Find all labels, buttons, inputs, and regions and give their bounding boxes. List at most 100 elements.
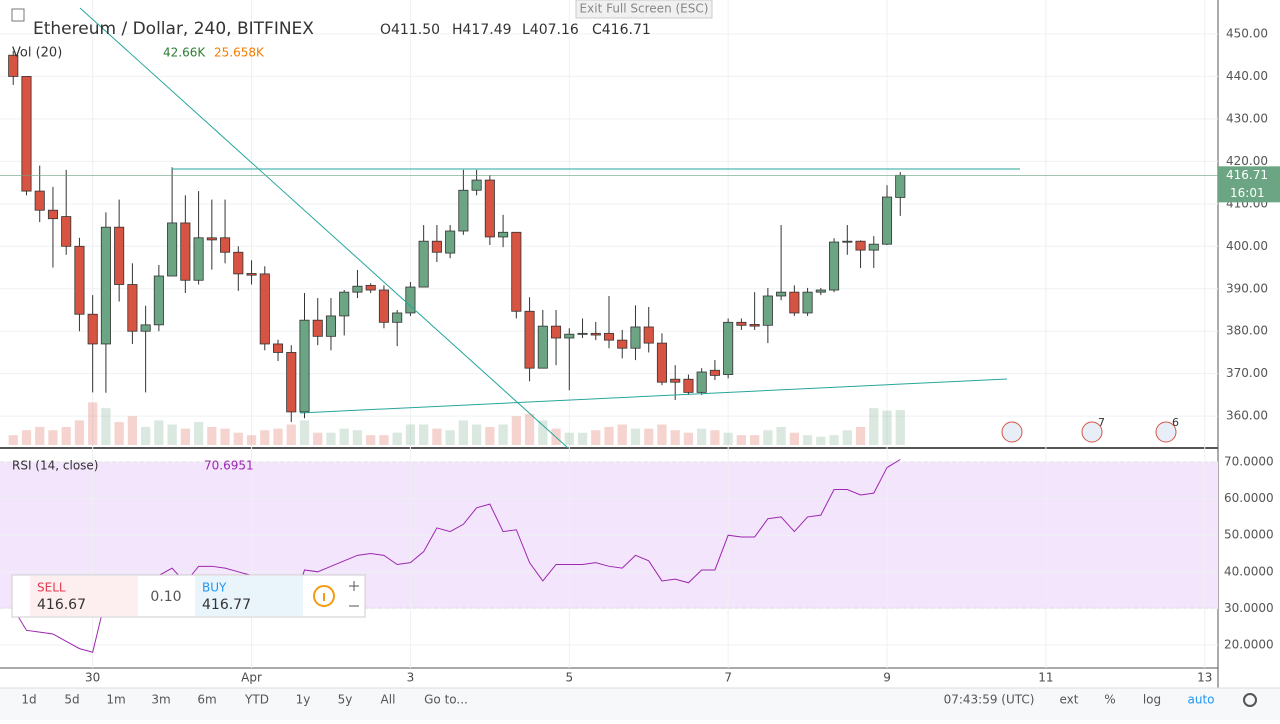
candle-body	[683, 378, 694, 393]
range-button[interactable]: 6m	[197, 693, 216, 707]
candle-body	[61, 216, 72, 247]
event-count: 7	[1098, 416, 1105, 429]
settings-button[interactable]	[1243, 693, 1257, 707]
range-button[interactable]: 5y	[338, 693, 353, 707]
buy-button[interactable]	[195, 576, 303, 616]
candle-body	[431, 240, 442, 253]
candle-body	[405, 286, 416, 314]
exit-fullscreen-button[interactable]	[575, 0, 713, 19]
candle-body	[180, 222, 191, 281]
volume-bar	[180, 428, 190, 445]
volume-bar	[445, 430, 455, 445]
y-tick-label: 360.00	[1226, 409, 1268, 423]
candle-body	[140, 324, 151, 332]
volume-bar	[379, 435, 389, 445]
volume-bar	[697, 428, 707, 445]
candle-body	[246, 273, 257, 276]
range-button[interactable]: YTD	[244, 693, 269, 707]
ohlc-high: H417.49	[452, 22, 512, 38]
range-button[interactable]: 5d	[64, 693, 79, 707]
y-tick-label: 50.0000	[1224, 528, 1274, 542]
ohlc-low: L407.16	[522, 22, 579, 38]
volume-bar	[710, 430, 720, 445]
volume-bar	[657, 424, 667, 445]
range-button[interactable]: All	[381, 693, 396, 707]
volume-bar	[8, 435, 18, 445]
ohlc-close: C416.71	[592, 22, 651, 38]
scale-option[interactable]: ext	[1060, 693, 1079, 707]
y-tick-label: 380.00	[1226, 324, 1268, 338]
candle-body	[524, 310, 535, 369]
countdown: 16:01	[1230, 186, 1265, 200]
candle-body	[365, 284, 376, 291]
candle-body	[87, 313, 98, 345]
candle-body	[855, 240, 866, 251]
volume-bar	[432, 428, 442, 445]
volume-bar	[882, 410, 892, 445]
range-button[interactable]: 1y	[296, 693, 311, 707]
scale-option[interactable]: log	[1143, 693, 1161, 707]
volume-bar	[35, 426, 45, 445]
volume-bar	[207, 426, 217, 445]
volume-value: 42.66K	[163, 46, 206, 60]
volume-bar	[763, 430, 773, 445]
candle-body	[630, 326, 641, 349]
range-button[interactable]: 3m	[151, 693, 170, 707]
rsi-title: RSI (14, close)	[12, 459, 98, 473]
trend-line	[299, 378, 1008, 414]
clock: 07:43:59 (UTC)	[944, 693, 1035, 707]
volume-bar	[220, 428, 230, 445]
sell-price: 416.67	[37, 597, 86, 613]
candle-body	[206, 237, 217, 241]
candle-body	[418, 240, 429, 288]
candle-body	[299, 319, 310, 413]
candle-body	[378, 289, 389, 323]
volume-bar	[352, 430, 363, 445]
volume-bar	[604, 426, 614, 445]
volume-bar	[193, 422, 204, 445]
candle-body	[868, 243, 879, 251]
y-tick-label: 20.0000	[1224, 637, 1274, 651]
candle-body	[352, 285, 363, 293]
candle-body	[339, 291, 350, 317]
volume-bar	[842, 430, 852, 445]
volume-bar	[855, 426, 866, 445]
info-button[interactable]	[313, 585, 335, 607]
candle-body	[762, 295, 773, 326]
volume-bar	[524, 413, 535, 445]
range-button[interactable]: Go to...	[424, 693, 468, 707]
volume-bar	[154, 420, 164, 445]
volume-bar	[313, 432, 323, 445]
candle-body	[272, 343, 284, 353]
volume-bar	[591, 430, 601, 445]
bottom-toolbar	[0, 688, 1280, 720]
event-flag[interactable]	[1081, 421, 1103, 443]
event-flag[interactable]	[1155, 421, 1177, 443]
range-button[interactable]: 1m	[106, 693, 125, 707]
rsi-line	[12, 459, 901, 653]
scale-option[interactable]: auto	[1187, 693, 1214, 707]
candle-body	[445, 230, 456, 254]
candle-body	[564, 333, 575, 339]
candle-body	[749, 324, 760, 327]
buy-price: 416.77	[202, 597, 251, 613]
sell-button[interactable]	[30, 576, 138, 616]
scale-option[interactable]: %	[1104, 693, 1115, 707]
candle-body	[802, 291, 813, 314]
candle-body	[21, 76, 32, 192]
event-flag[interactable]	[1001, 421, 1023, 443]
volume-bar	[61, 426, 71, 445]
volume-bar	[577, 432, 588, 445]
volume-bar	[485, 426, 495, 445]
volume-bar	[88, 402, 98, 445]
y-tick-label: 70.0000	[1224, 455, 1274, 469]
y-tick-label: 400.00	[1226, 239, 1268, 253]
volume-ma-value: 25.658K	[214, 46, 265, 60]
volume-bar	[829, 435, 839, 445]
ohlc-open: O411.50	[380, 22, 440, 38]
volume-bar	[48, 430, 58, 445]
candle-body	[551, 325, 562, 339]
collapse-icon[interactable]	[11, 8, 25, 22]
candle-body	[220, 237, 231, 253]
range-button[interactable]: 1d	[21, 693, 36, 707]
